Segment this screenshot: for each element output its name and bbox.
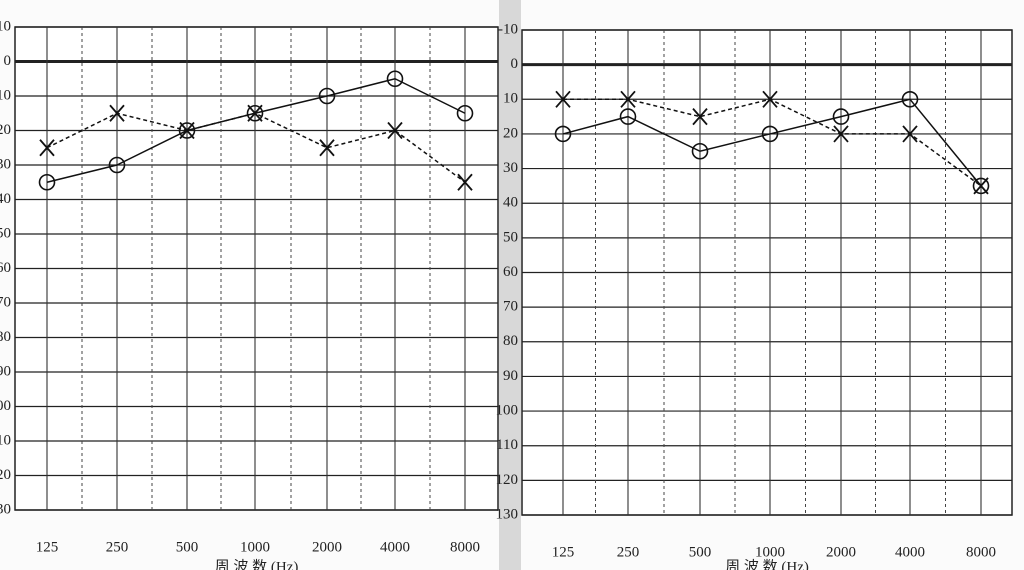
y-tick-label: 10: [0, 87, 11, 103]
y-tick-label: 60: [0, 260, 11, 276]
x-tick-label: 250: [617, 544, 640, 560]
air-marker-o: [691, 142, 709, 160]
y-tick-label: 80: [503, 333, 518, 349]
y-tick-label: 30: [0, 156, 11, 172]
y-tick-label: 40: [503, 195, 518, 211]
x-tick-label: 2000: [312, 539, 342, 555]
air-marker-x: [109, 104, 125, 122]
y-tick-label: 70: [503, 299, 518, 315]
air-marker-o: [38, 173, 56, 191]
air-marker-o: [246, 104, 264, 122]
y-tick-label: 50: [503, 229, 518, 245]
x-tick-label: 8000: [966, 544, 996, 560]
air-marker-x: [833, 125, 849, 143]
air-marker-x: [387, 121, 403, 140]
y-tick-label: 90: [503, 368, 518, 384]
y-tick-label: 110: [496, 437, 518, 453]
air-marker-x: [620, 90, 636, 108]
air-marker-x: [319, 139, 335, 157]
air-marker-o: [901, 90, 919, 108]
x-tick-label: 4000: [895, 544, 925, 560]
air-marker-o: [554, 125, 572, 143]
y-tick-label: 120: [496, 472, 519, 488]
air-marker-x: [39, 139, 55, 157]
y-tick-label: 60: [503, 264, 518, 280]
air-marker-x: [762, 90, 778, 108]
air-marker-x: [457, 173, 473, 191]
y-tick-label: 50: [0, 225, 11, 241]
x-tick-label: 8000: [450, 539, 480, 555]
y-tick-label: 90: [0, 363, 11, 379]
x-axis-label: 周 波 数 (Hz): [215, 558, 299, 570]
air-marker-o: [619, 108, 637, 125]
x-tick-label: 125: [552, 544, 575, 560]
x-tick-label: 250: [106, 539, 129, 555]
x-tick-label: 4000: [380, 539, 410, 555]
y-tick-label: 40: [0, 191, 11, 207]
y-tick-label: 130: [0, 501, 11, 517]
air-marker-x: [973, 177, 989, 195]
air-marker-x: [247, 104, 263, 122]
air-marker-x: [692, 108, 708, 126]
y-tick-label: -10: [498, 21, 518, 37]
air-marker-o: [386, 70, 404, 88]
x-tick-label: 1000: [240, 539, 270, 555]
x-tick-label: 125: [36, 539, 59, 555]
air-marker-o: [456, 104, 474, 122]
y-tick-label: 100: [496, 403, 519, 419]
y-tick-label: 0: [4, 53, 12, 69]
series-line: [562, 98, 982, 187]
y-tick-label: 120: [0, 467, 11, 483]
x-tick-label: 500: [176, 539, 199, 555]
x-tick-label: 2000: [826, 544, 856, 560]
air-marker-x: [902, 125, 918, 143]
y-tick-label: 130: [496, 506, 519, 522]
air-marker-o: [832, 108, 850, 125]
air-marker-o: [972, 177, 990, 195]
y-tick-label: 100: [0, 398, 11, 414]
y-tick-label: 110: [0, 432, 11, 448]
y-tick-label: 10: [503, 91, 518, 107]
air-marker-o: [318, 87, 336, 105]
x-tick-label: 1000: [755, 544, 785, 560]
air-marker-o: [761, 125, 779, 143]
air-marker-o: [178, 122, 196, 139]
x-tick-label: 500: [689, 544, 712, 560]
air-marker-x: [555, 90, 571, 108]
y-tick-label: 20: [0, 122, 11, 138]
x-axis-label: 周 波 数 (Hz): [725, 558, 809, 570]
air-marker-o: [108, 156, 126, 174]
y-tick-label: -10: [0, 18, 11, 34]
y-tick-label: 20: [503, 125, 518, 141]
page-gutter: [499, 0, 521, 570]
y-tick-label: 30: [503, 160, 518, 176]
y-tick-label: 80: [0, 329, 11, 345]
y-tick-label: 0: [511, 56, 519, 72]
air-marker-x: [179, 121, 195, 140]
y-tick-label: 70: [0, 294, 11, 310]
